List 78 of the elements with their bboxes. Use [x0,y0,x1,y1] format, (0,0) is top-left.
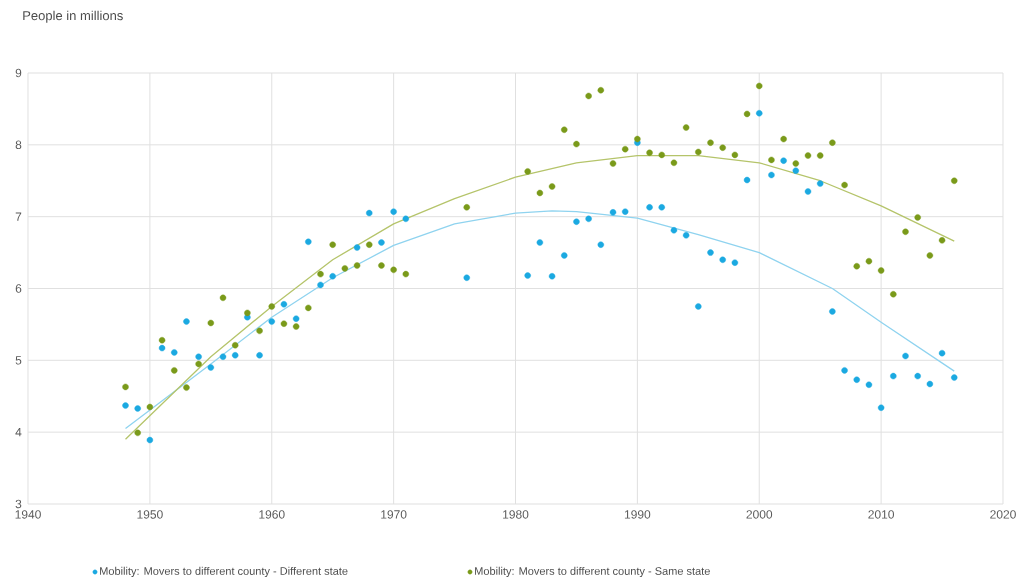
point [280,301,288,308]
point [597,241,605,248]
point [609,209,617,216]
line-series [124,210,955,430]
y-tick-label: 7 [15,212,22,221]
point [646,204,653,211]
point [183,318,190,325]
point [524,272,531,279]
point [853,376,860,383]
point [195,353,202,360]
point [682,232,690,239]
x-tick-label: 1940 [15,510,41,519]
point [865,381,873,388]
y-tick-label: 6 [15,284,22,293]
x-tick-label: 2000 [746,510,773,519]
point [926,380,934,388]
x-tick-label: 2020 [990,510,1016,519]
point [768,171,775,179]
point [353,244,361,251]
point [561,252,568,259]
legend-label: Mobility: Movers to different county - Different state [100,566,348,578]
point [317,281,324,289]
point [536,239,544,246]
x-tick-label: 1980 [503,510,529,519]
x-tick-label: 2010 [868,510,895,519]
legend-label: Mobility: Movers to different county - Same state [475,566,710,578]
point [219,353,227,360]
point [731,259,739,266]
point [232,352,239,359]
y-tick-label: 3 [15,499,22,509]
point [573,218,580,225]
point [329,273,336,280]
point [695,303,702,310]
point [829,308,836,315]
point [548,273,556,280]
point [804,188,812,195]
point [670,227,678,234]
x-tick-label: 1990 [624,510,651,519]
point [268,318,275,325]
point [707,249,714,256]
point [292,315,300,322]
point [390,208,397,215]
point [951,374,958,381]
point [134,405,141,412]
point [378,239,385,246]
y-tick-label: 9 [15,68,22,78]
point [743,176,751,184]
point [780,157,787,164]
point [122,402,129,409]
y-tick-label: 5 [15,356,22,365]
y-axis-title: People in millions [23,10,123,23]
point [902,352,909,360]
x-tick-label: 1950 [137,510,163,519]
point [877,404,885,411]
point [719,256,726,263]
point [585,215,592,223]
point [207,364,215,371]
point [256,352,263,359]
point [305,238,312,245]
point [756,110,763,117]
point [171,349,178,356]
point [816,180,824,187]
point [463,274,470,281]
point [402,215,410,223]
point [658,204,665,211]
y-tick-label: 8 [15,140,22,150]
point [366,209,373,217]
point [621,208,629,215]
x-tick-label: 1960 [259,510,285,519]
point [841,367,848,374]
point [890,372,897,380]
point [914,372,921,380]
y-tick-label: 4 [15,428,22,437]
point [792,167,800,174]
point [146,436,154,444]
point [158,344,166,352]
x-tick-label: 1970 [381,510,407,519]
point [938,349,946,357]
